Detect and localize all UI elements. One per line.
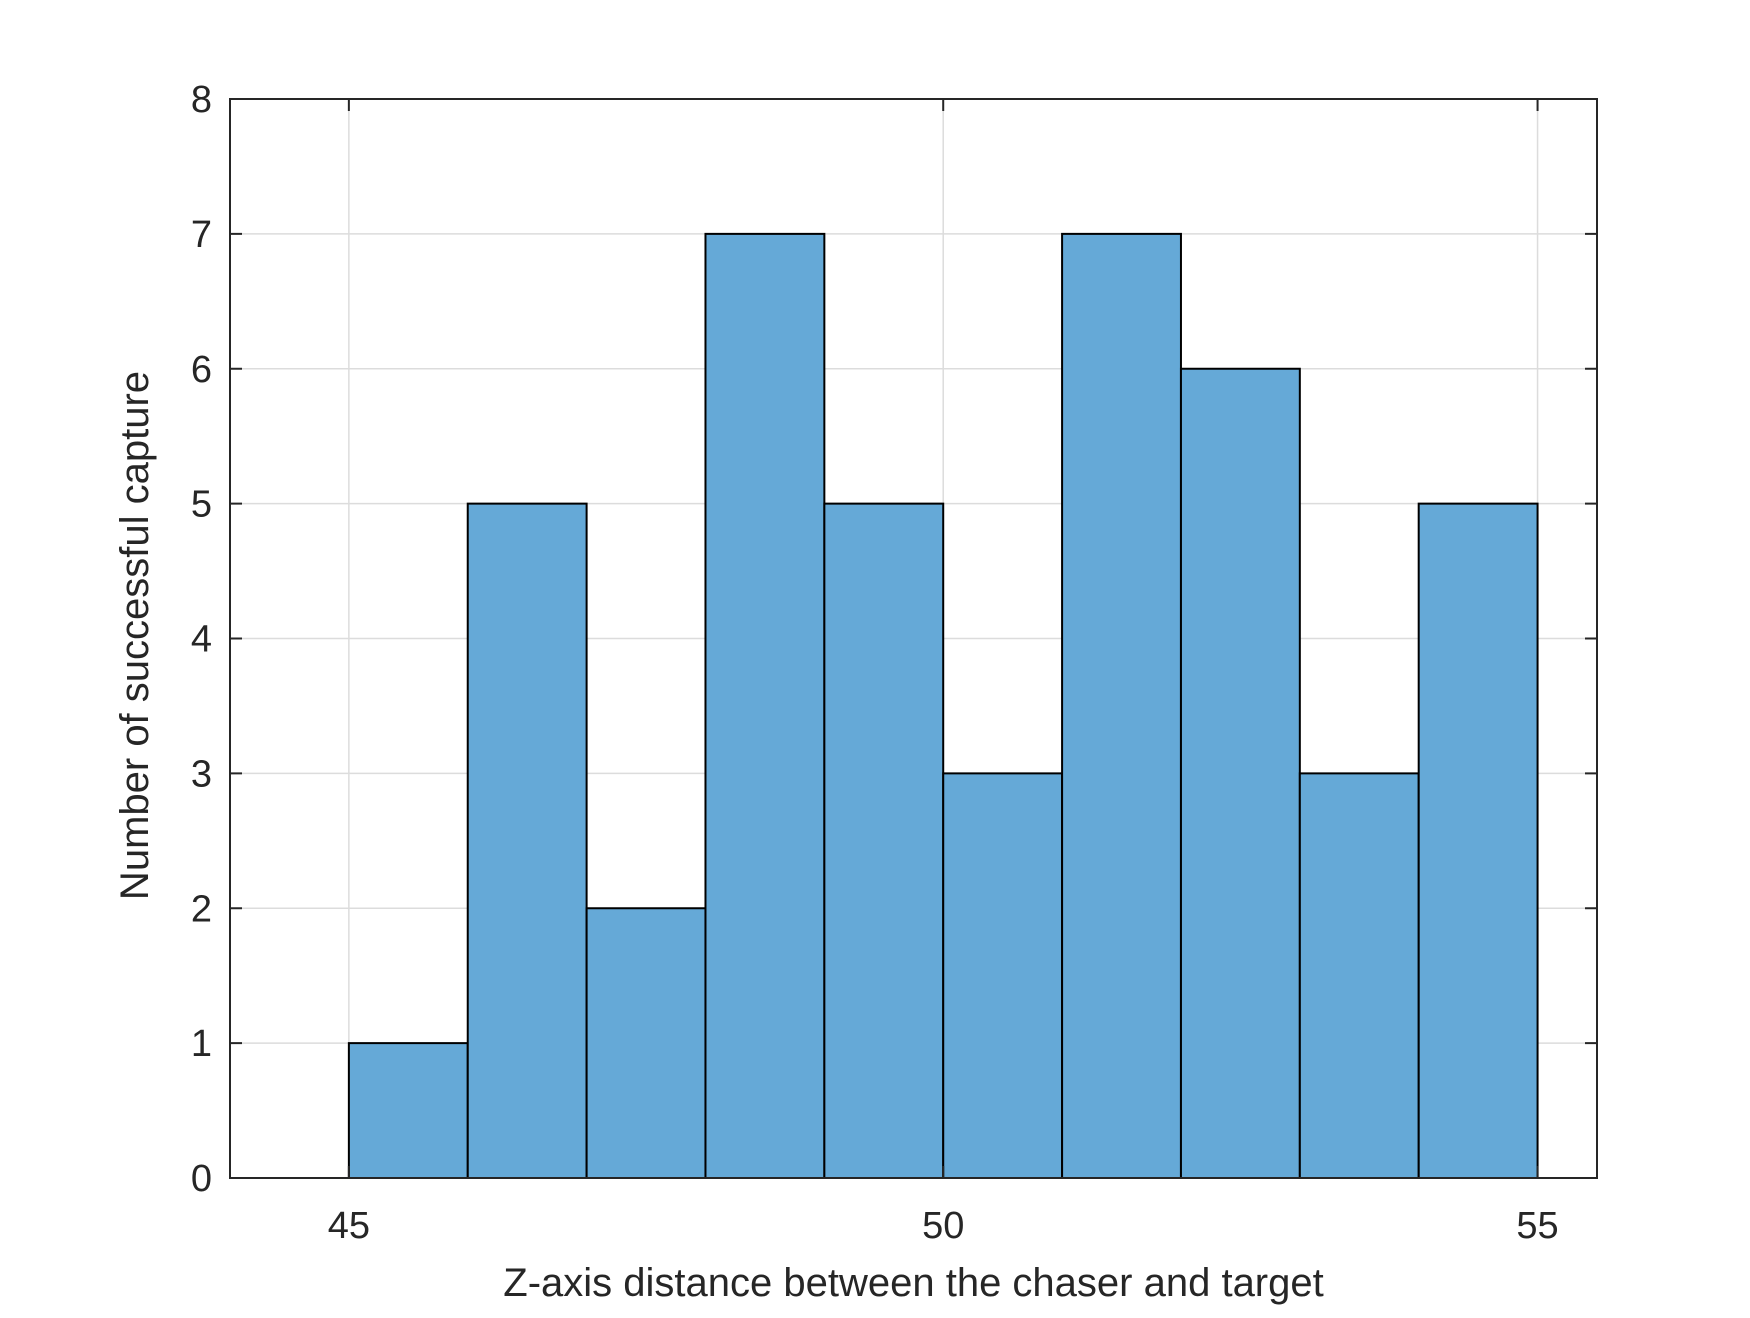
- y-tick-label: 4: [191, 619, 212, 661]
- y-tick-label: 7: [191, 214, 212, 256]
- y-tick-label: 3: [191, 753, 212, 795]
- y-tick-label: 5: [191, 484, 212, 526]
- histogram-bar: [1179, 367, 1301, 1179]
- histogram-bar: [1298, 772, 1420, 1179]
- histogram-bar: [466, 502, 588, 1179]
- axis-labels: Z-axis distance between the chaser and t…: [113, 371, 1324, 1305]
- histogram-bar: [823, 502, 945, 1179]
- x-axis-label: Z-axis distance between the chaser and t…: [503, 1261, 1323, 1305]
- y-axis-label: Number of successful capture: [113, 371, 157, 900]
- y-tick-label: 0: [191, 1158, 212, 1200]
- histogram-bar: [1417, 502, 1539, 1179]
- histogram-bar: [704, 232, 826, 1179]
- histogram-bar: [1061, 232, 1182, 1179]
- x-tick-label: 45: [328, 1205, 370, 1247]
- y-tick-label: 1: [191, 1023, 212, 1065]
- histogram-bar: [585, 907, 707, 1179]
- y-tick-label: 8: [191, 79, 212, 121]
- histogram-bars: [347, 232, 1539, 1179]
- y-tick-label: 2: [191, 888, 212, 930]
- x-tick-label: 55: [1516, 1205, 1558, 1247]
- histogram-bar: [942, 772, 1064, 1179]
- histogram-bar: [347, 1042, 469, 1179]
- y-tick-label: 6: [191, 349, 212, 391]
- x-tick-label: 50: [922, 1205, 964, 1247]
